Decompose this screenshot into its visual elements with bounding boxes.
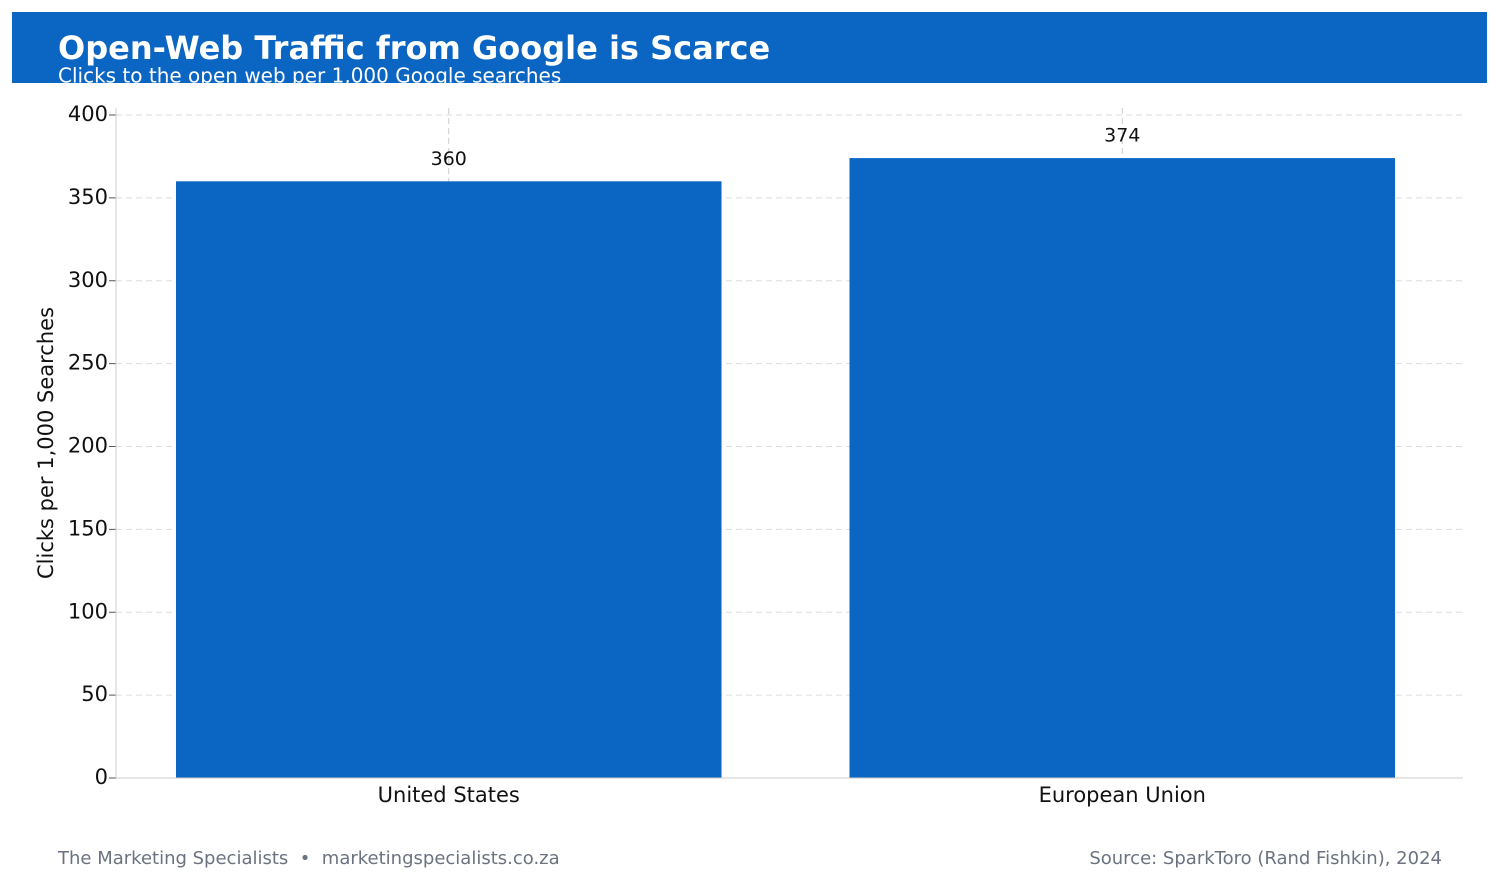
y-tick-label: 50 bbox=[81, 682, 108, 706]
header-band bbox=[12, 12, 1487, 83]
y-tick-label: 200 bbox=[68, 434, 108, 458]
bar bbox=[175, 181, 722, 779]
footer-right: Source: SparkToro (Rand Fishkin), 2024 bbox=[1089, 848, 1442, 869]
value-label: 374 bbox=[1104, 125, 1140, 147]
y-tick-label: 300 bbox=[68, 268, 108, 292]
value-label: 360 bbox=[431, 148, 467, 170]
bar bbox=[849, 158, 1396, 779]
footer-left: The Marketing Specialists • marketingspe… bbox=[57, 848, 560, 869]
chart-subtitle: Clicks to the open web per 1,000 Google … bbox=[58, 64, 561, 88]
y-tick-label: 400 bbox=[68, 102, 108, 126]
x-tick-label: United States bbox=[378, 783, 520, 807]
y-axis-label: Clicks per 1,000 Searches bbox=[34, 307, 58, 579]
chart-title: Open-Web Traffic from Google is Scarce bbox=[58, 29, 770, 67]
y-tick-label: 0 bbox=[95, 765, 108, 789]
y-tick-label: 100 bbox=[68, 599, 108, 623]
y-tick-label: 250 bbox=[68, 351, 108, 375]
y-tick-label: 150 bbox=[68, 516, 108, 540]
x-tick-label: European Union bbox=[1039, 783, 1206, 807]
y-tick-label: 350 bbox=[68, 185, 108, 209]
